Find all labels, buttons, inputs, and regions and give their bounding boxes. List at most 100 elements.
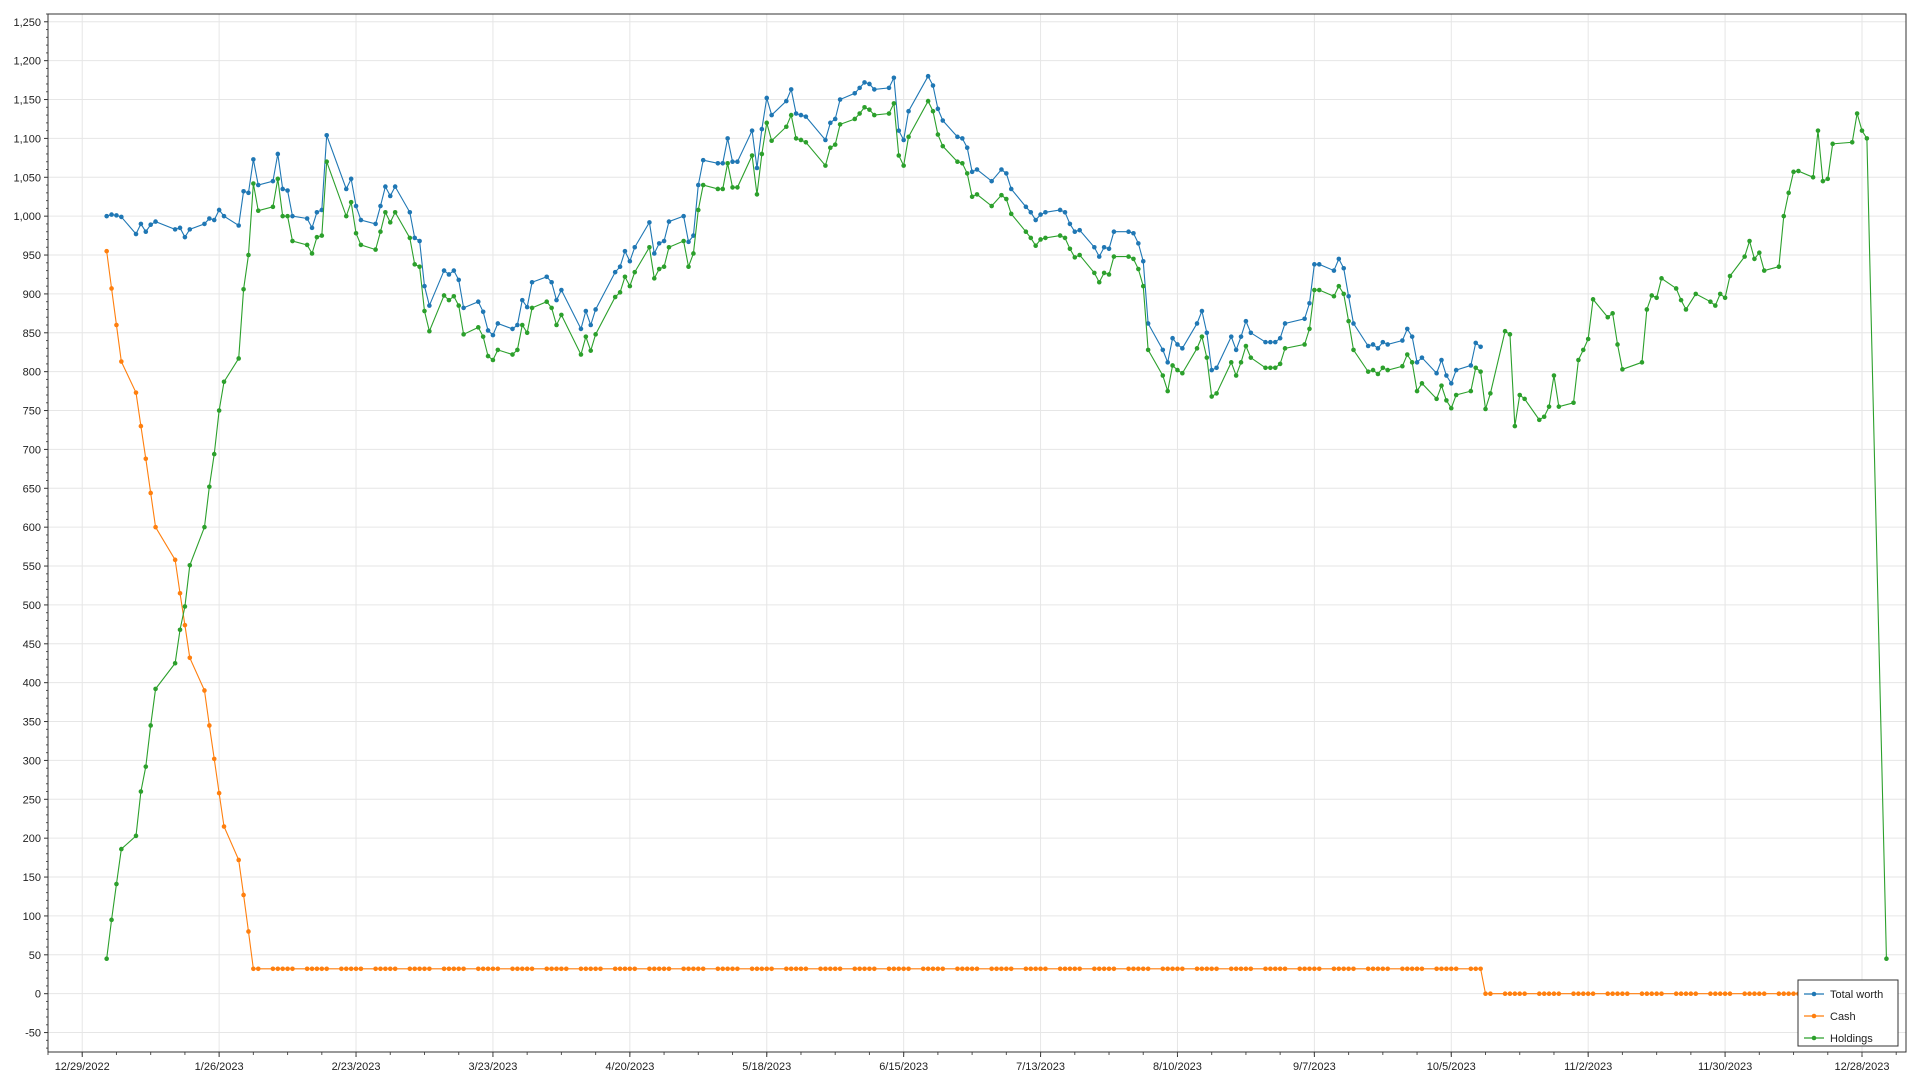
data-point	[886, 85, 892, 91]
data-point	[1077, 252, 1082, 258]
data-point	[143, 456, 149, 462]
data-point	[1483, 991, 1488, 996]
data-point	[1180, 370, 1185, 376]
data-point	[1400, 338, 1405, 343]
data-point	[182, 604, 188, 609]
data-point	[1062, 235, 1068, 241]
y-tick-label: 400	[23, 678, 41, 690]
data-point	[1282, 346, 1288, 351]
data-point	[280, 966, 285, 972]
data-point	[324, 132, 330, 138]
data-point	[515, 347, 520, 353]
data-point	[1810, 174, 1816, 180]
data-point	[373, 247, 378, 252]
data-point	[666, 244, 672, 250]
data-point	[1228, 360, 1234, 365]
data-point	[1209, 394, 1214, 399]
data-point	[1825, 176, 1831, 182]
data-point	[730, 185, 735, 190]
data-point	[1380, 365, 1386, 371]
data-point	[1517, 991, 1523, 996]
y-tick-label: 600	[23, 522, 41, 534]
data-point	[901, 163, 906, 168]
data-point	[725, 160, 730, 166]
data-point	[153, 686, 158, 692]
data-point	[114, 213, 119, 218]
data-point	[172, 227, 178, 232]
data-point	[207, 216, 212, 221]
data-point	[891, 101, 897, 106]
data-point	[1131, 230, 1136, 236]
data-point	[1145, 966, 1151, 972]
data-point	[686, 239, 691, 245]
data-point	[1673, 991, 1679, 996]
data-point	[1776, 991, 1782, 996]
data-point	[612, 269, 618, 275]
data-point	[427, 966, 432, 972]
data-point	[578, 326, 584, 332]
data-point	[446, 272, 452, 277]
data-point	[1038, 966, 1043, 972]
data-point	[578, 352, 584, 357]
data-point	[1502, 991, 1508, 996]
data-point	[1742, 991, 1747, 996]
data-point	[1713, 303, 1718, 308]
data-point	[187, 655, 193, 661]
data-point	[656, 241, 662, 246]
data-point	[392, 184, 398, 189]
data-point	[304, 242, 310, 248]
data-point	[1448, 966, 1454, 972]
data-point	[964, 145, 970, 151]
data-point	[270, 204, 276, 210]
data-point	[1282, 966, 1288, 972]
data-point	[348, 966, 354, 972]
data-point	[1610, 311, 1615, 316]
data-point	[1199, 966, 1205, 972]
data-point	[852, 91, 858, 96]
data-point	[681, 213, 686, 219]
data-point	[823, 137, 828, 143]
y-tick-label: 50	[29, 950, 41, 962]
data-point	[1175, 966, 1180, 972]
data-point	[280, 213, 285, 219]
data-point	[1248, 330, 1254, 336]
data-point	[964, 171, 970, 176]
data-point	[1752, 256, 1757, 262]
data-point	[1551, 373, 1557, 378]
data-point	[1111, 966, 1117, 972]
data-point	[1507, 332, 1513, 337]
data-point	[1346, 293, 1351, 299]
data-point	[104, 213, 109, 219]
data-point	[246, 252, 251, 258]
data-point	[427, 303, 432, 308]
data-point	[1092, 966, 1097, 972]
data-point	[1263, 339, 1268, 345]
y-tick-label: -50	[25, 1028, 41, 1040]
data-point	[1126, 229, 1131, 235]
data-point	[1101, 966, 1107, 972]
plot-frame	[47, 13, 1907, 1053]
data-point	[583, 334, 589, 339]
data-point	[1072, 229, 1078, 235]
data-point	[661, 238, 667, 244]
data-point	[691, 233, 696, 238]
data-point	[490, 357, 496, 363]
data-point	[1101, 270, 1107, 276]
data-point	[114, 322, 119, 328]
data-point	[554, 966, 559, 972]
data-point	[119, 846, 124, 852]
data-point	[1820, 178, 1826, 184]
data-point	[441, 293, 447, 298]
data-point	[255, 966, 261, 972]
data-point	[1854, 111, 1860, 116]
data-point	[759, 151, 765, 157]
data-point	[1536, 991, 1542, 996]
data-point	[1483, 406, 1488, 412]
data-point	[407, 235, 413, 241]
data-point	[251, 966, 256, 972]
data-point	[1757, 250, 1762, 255]
data-point	[515, 322, 520, 328]
data-point	[1678, 991, 1684, 996]
data-point	[378, 203, 383, 209]
data-point	[417, 966, 422, 972]
